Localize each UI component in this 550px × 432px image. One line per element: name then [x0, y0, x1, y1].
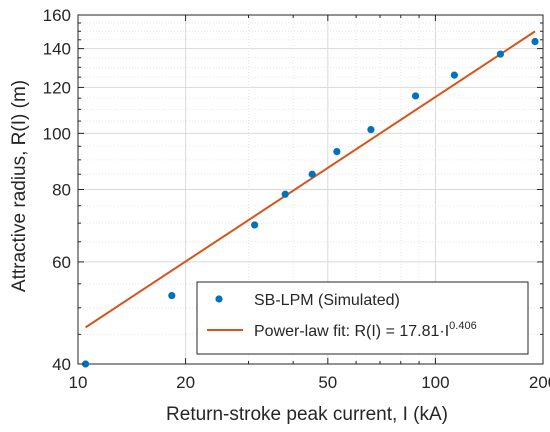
y-axis-ticks: 40 60 80 100 120 140 160	[43, 6, 543, 374]
y-tick-label: 140	[43, 40, 71, 59]
x-axis-label: Return-stroke peak current, I (kA)	[166, 404, 448, 425]
x-tick-label: 20	[176, 373, 195, 392]
y-tick-label: 160	[43, 6, 71, 25]
legend-fit-exponent: 0.406	[449, 320, 477, 332]
points-layer	[81, 37, 539, 368]
data-point	[411, 92, 420, 100]
x-tick-label: 50	[318, 373, 337, 392]
data-point	[308, 170, 316, 178]
data-point	[531, 37, 539, 46]
legend-box	[196, 281, 529, 355]
y-tick-label: 40	[52, 355, 71, 374]
data-point	[333, 147, 341, 156]
legend-marker-simulated	[215, 295, 223, 303]
legend: SB-LPM (Simulated) Power-law fit: R(I) =…	[196, 281, 529, 355]
fit-layer	[85, 30, 536, 329]
data-point	[450, 71, 458, 79]
y-tick-label: 60	[52, 253, 71, 272]
legend-label-fit: Power-law fit: R(I) = 17.81·I0.406	[254, 320, 477, 340]
x-axis-ticks: 10 20 50 100 200	[69, 15, 550, 392]
data-point	[367, 125, 375, 134]
y-tick-label: 120	[43, 78, 71, 97]
x-tick-label: 100	[421, 373, 449, 392]
legend-fit-formula: Power-law fit: R(I) = 17.81·I	[254, 323, 449, 340]
data-point	[251, 221, 259, 229]
y-tick-label: 100	[43, 124, 71, 143]
fit-line	[85, 30, 536, 329]
data-point	[281, 190, 289, 198]
data-point	[168, 291, 176, 300]
y-axis-label: Attractive radius, R(I) (m)	[9, 80, 30, 292]
data-point	[81, 360, 90, 368]
data-point	[496, 50, 505, 58]
legend-label-simulated: SB-LPM (Simulated)	[254, 292, 400, 309]
y-tick-label: 80	[52, 181, 71, 200]
x-tick-label: 200	[529, 373, 550, 392]
x-tick-label: 10	[69, 373, 88, 392]
